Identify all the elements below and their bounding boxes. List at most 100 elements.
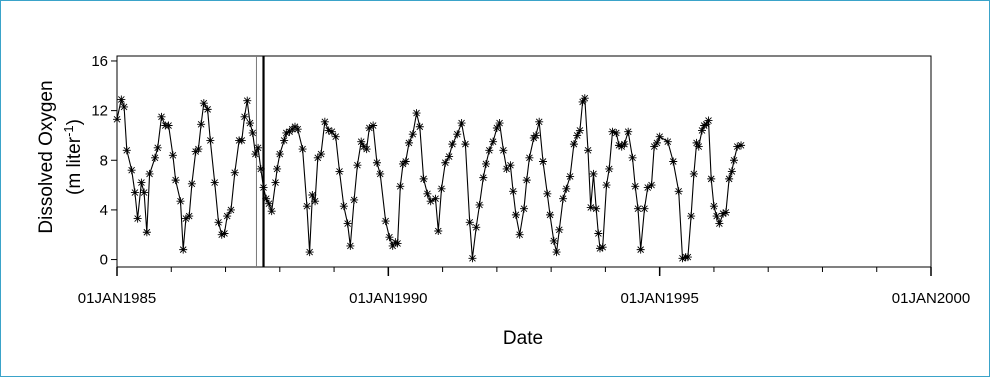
asterisk-marker [280, 136, 289, 145]
data-point [350, 195, 359, 204]
data-point [538, 157, 547, 166]
data-point [343, 219, 352, 228]
data-point [721, 208, 730, 217]
asterisk-marker [365, 123, 374, 132]
data-point [181, 214, 190, 223]
data-point [197, 120, 206, 129]
data-point [652, 138, 661, 147]
data-point [608, 127, 617, 136]
asterisk-marker [313, 153, 322, 162]
data-point [594, 229, 603, 238]
asterisk-marker [408, 130, 417, 139]
asterisk-marker [311, 197, 320, 206]
y-tick-label: 4 [100, 202, 108, 219]
asterisk-marker [245, 119, 254, 128]
asterisk-marker [608, 127, 617, 136]
data-point [482, 159, 491, 168]
data-point [475, 200, 484, 209]
data-point [346, 241, 355, 250]
asterisk-marker [388, 241, 397, 250]
asterisk-marker [179, 245, 188, 254]
y-tick-label: 0 [100, 252, 108, 269]
asterisk-marker [584, 146, 593, 155]
asterisk-marker [157, 112, 166, 121]
asterisk-marker [381, 217, 390, 226]
data-point [725, 174, 734, 183]
data-point [187, 179, 196, 188]
asterisk-marker [401, 157, 410, 166]
asterisk-marker [730, 156, 739, 165]
asterisk-marker [113, 115, 121, 124]
data-point [569, 140, 578, 149]
data-point [515, 230, 524, 239]
asterisk-marker [472, 223, 481, 232]
asterisk-marker [256, 164, 265, 173]
asterisk-marker [448, 140, 457, 149]
asterisk-marker [694, 142, 703, 151]
data-point [592, 204, 601, 213]
data-point [262, 194, 271, 203]
data-point [689, 169, 698, 178]
data-point [248, 128, 257, 137]
data-point [580, 94, 589, 103]
data-point [457, 119, 466, 128]
x-tick-label: 01JAN1990 [349, 290, 427, 307]
asterisk-marker [592, 204, 601, 213]
asterisk-marker [628, 153, 637, 162]
data-point [171, 176, 180, 185]
asterisk-marker [733, 142, 742, 151]
data-point [709, 202, 718, 211]
asterisk-marker [643, 183, 652, 192]
asterisk-marker [669, 157, 678, 166]
asterisk-marker [308, 191, 317, 200]
data-point [733, 142, 742, 151]
data-point [302, 202, 311, 211]
data-point [324, 126, 333, 135]
asterisk-marker [220, 229, 229, 238]
data-point [683, 253, 692, 262]
data-point [631, 182, 640, 191]
x-tick-label: 01JAN2000 [892, 290, 970, 307]
data-point [636, 245, 645, 254]
asterisk-marker [267, 207, 276, 216]
asterisk-marker [453, 130, 462, 139]
asterisk-marker [185, 212, 194, 221]
data-point [415, 122, 424, 131]
asterisk-marker [130, 188, 139, 197]
asterisk-marker [683, 253, 692, 262]
asterisk-marker [535, 117, 544, 126]
data-point [589, 169, 598, 178]
asterisk-marker [663, 137, 672, 146]
data-point [142, 228, 151, 237]
data-point [669, 157, 678, 166]
asterisk-marker [240, 112, 249, 121]
asterisk-marker [485, 146, 494, 155]
data-point [267, 207, 276, 216]
data-point [237, 136, 246, 145]
data-point [401, 157, 410, 166]
asterisk-marker [437, 184, 446, 193]
series-layer [113, 56, 746, 267]
data-point [203, 105, 212, 114]
asterisk-marker [282, 128, 291, 137]
data-point [640, 204, 649, 213]
data-point [586, 203, 595, 212]
data-point [719, 209, 728, 218]
data-point [150, 153, 159, 162]
data-point [704, 116, 713, 125]
asterisk-marker [320, 117, 329, 126]
asterisk-marker [687, 212, 696, 221]
data-point [271, 178, 280, 187]
asterisk-marker [372, 158, 381, 167]
asterisk-marker [624, 127, 633, 136]
asterisk-marker [502, 164, 511, 173]
data-point [624, 127, 633, 136]
asterisk-marker [506, 161, 515, 170]
asterisk-marker [525, 153, 534, 162]
data-point [692, 138, 701, 147]
asterisk-marker [391, 238, 400, 247]
data-point [339, 202, 348, 211]
asterisk-marker [150, 153, 159, 162]
data-point [210, 178, 219, 187]
y-axis-unit-prefix: (m liter [64, 136, 85, 195]
